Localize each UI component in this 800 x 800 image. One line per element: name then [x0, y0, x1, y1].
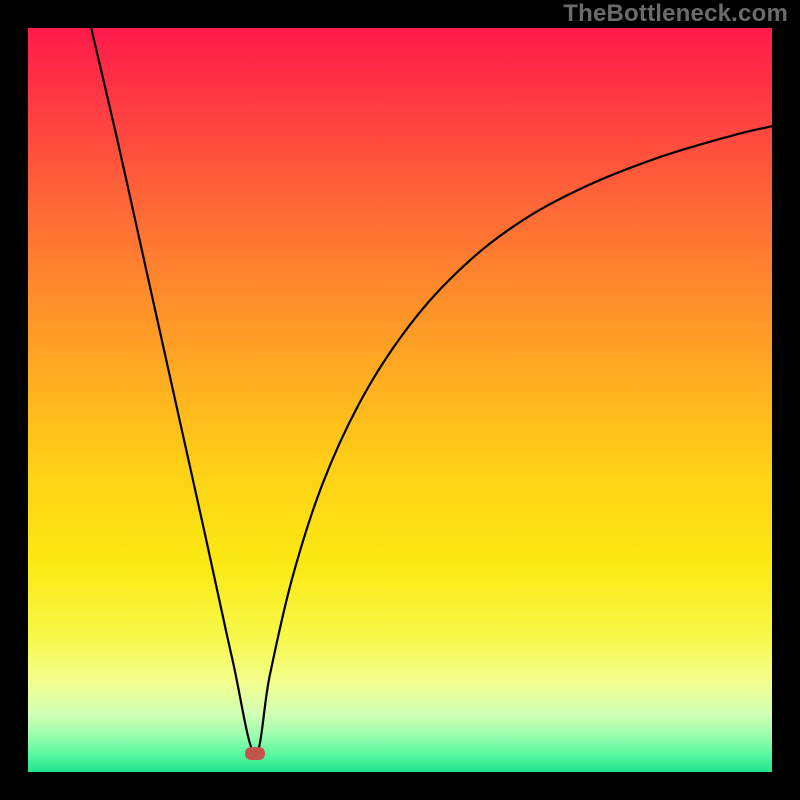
watermark-label: TheBottleneck.com: [563, 0, 788, 28]
bottleneck-marker: [245, 747, 265, 760]
curve-layer: [0, 0, 800, 800]
chart-container: TheBottleneck.com: [0, 0, 800, 800]
bottleneck-curve: [91, 28, 772, 754]
